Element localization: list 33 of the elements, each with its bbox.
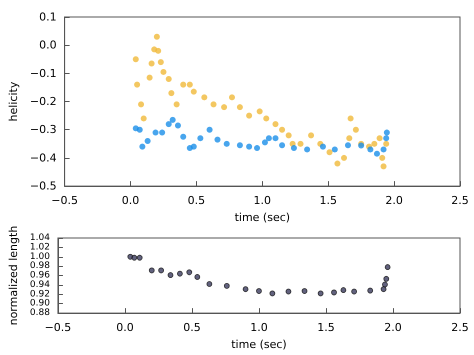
y-tick-label: −0.4 [30,151,57,164]
y-tick-label: 0.90 [30,298,50,309]
y-tick-label: 1.04 [30,233,50,243]
y-axis-title: helicity [7,81,20,122]
y-tick-label: −0.1 [30,66,57,80]
x-tick-label: 2.5 [451,321,469,334]
y-tick-label: 0.88 [30,308,50,318]
x-tick-label: 1.0 [254,194,272,208]
y-tick-label: 0.96 [30,270,50,281]
x-tick-label: 1.5 [319,194,337,208]
y-tick-label: 0.1 [39,10,57,24]
y-tick-label: −0.3 [30,123,57,136]
y-tick-label: 0.92 [30,289,50,300]
x-tick-label: 1.0 [250,321,268,334]
x-tick-label: −0.5 [51,194,78,208]
y-axis-title: normalized length [7,226,20,326]
y-tick-label: −0.5 [30,180,57,193]
x-axis-title: time (sec) [231,338,287,351]
x-axis-title: time (sec) [234,211,290,224]
x-tick-label: 2.5 [451,194,469,208]
x-tick-label: 2.0 [384,321,402,334]
y-tick-label: −0.2 [30,95,57,108]
x-tick-label: 0.0 [116,321,134,334]
x-tick-label: 0.5 [188,194,206,208]
x-tick-label: 0.0 [122,194,140,208]
x-tick-label: 0.5 [183,321,201,334]
y-tick-label: 1.00 [30,252,50,262]
y-tick-label: 0.0 [39,38,57,52]
x-tick-label: 1.5 [317,321,335,334]
y-tick-label: 0.94 [30,280,50,290]
y-tick-label: 0.98 [30,261,50,272]
y-tick-label: 1.02 [30,242,50,252]
x-tick-label: 2.0 [385,194,403,208]
